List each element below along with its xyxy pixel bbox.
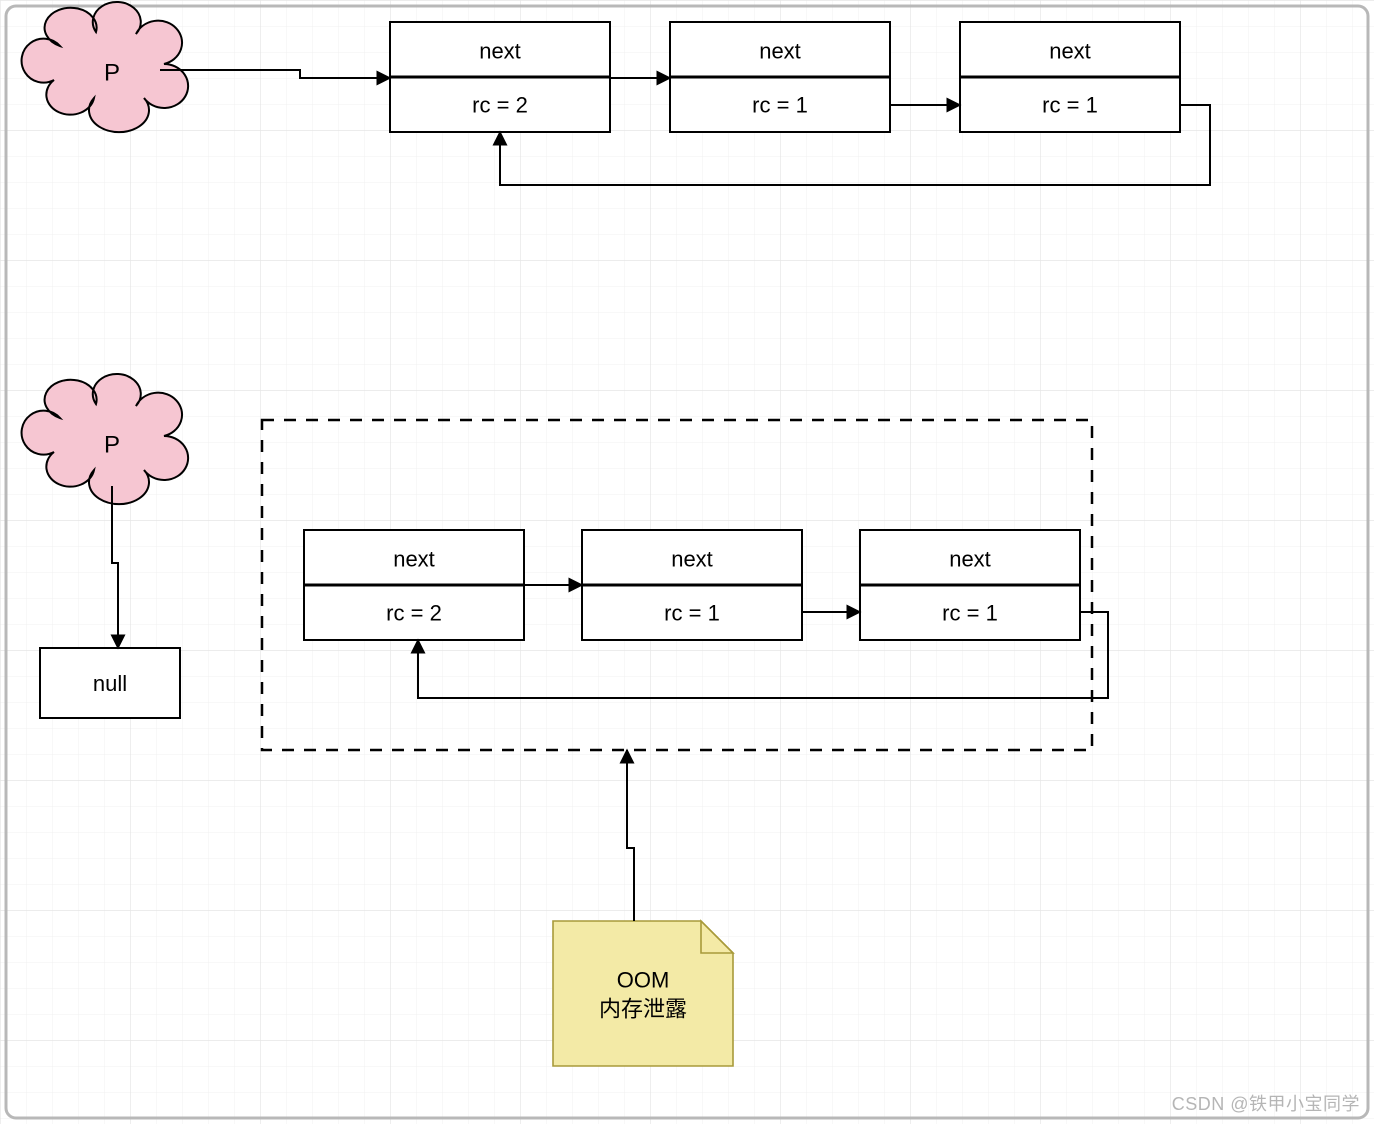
top-node-3-bottom-label: rc = 1	[1042, 93, 1098, 118]
top-node-1: next rc = 2	[390, 22, 610, 132]
bottom-node-3-top-label: next	[949, 547, 991, 572]
pointer-cloud-p-bottom-label: P	[104, 431, 120, 458]
pointer-cloud-p-top-label: P	[104, 59, 120, 86]
top-node-2-top-label: next	[759, 39, 801, 64]
oom-note-line2: 内存泄露	[599, 997, 687, 1022]
oom-note: OOM 内存泄露	[553, 921, 733, 1066]
bottom-node-1: next rc = 2	[304, 530, 524, 640]
oom-note-line1: OOM	[617, 968, 670, 993]
top-node-1-top-label: next	[479, 39, 521, 64]
bottom-node-3-bottom-label: rc = 1	[942, 601, 998, 626]
null-box-label: null	[93, 671, 127, 696]
top-node-1-bottom-label: rc = 2	[472, 93, 528, 118]
bottom-node-2-bottom-label: rc = 1	[664, 601, 720, 626]
bottom-node-1-bottom-label: rc = 2	[386, 601, 442, 626]
bottom-node-2: next rc = 1	[582, 530, 802, 640]
top-node-2: next rc = 1	[670, 22, 890, 132]
top-node-2-bottom-label: rc = 1	[752, 93, 808, 118]
bottom-node-3: next rc = 1	[860, 530, 1080, 640]
top-node-3-top-label: next	[1049, 39, 1091, 64]
top-node-3: next rc = 1	[960, 22, 1180, 132]
bottom-node-2-top-label: next	[671, 547, 713, 572]
bottom-node-1-top-label: next	[393, 547, 435, 572]
